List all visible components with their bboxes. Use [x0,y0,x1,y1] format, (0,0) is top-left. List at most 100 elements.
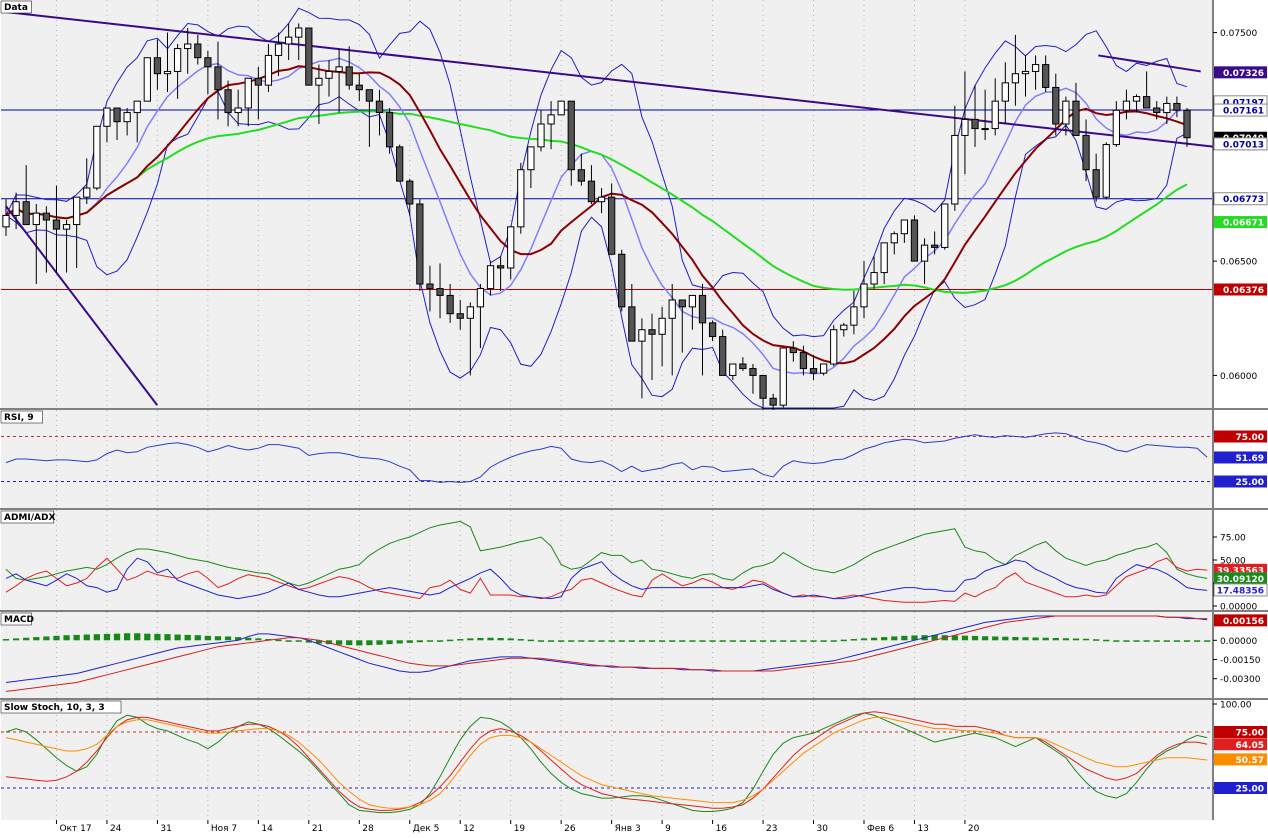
macd-histogram-bar [134,633,141,641]
candle-body [264,54,273,86]
macd-histogram-bar [275,639,282,642]
macd-histogram-bar [830,640,837,642]
macd-histogram-bar [154,633,161,641]
macd-histogram-bar [497,637,504,641]
x-tick-label: Ноя 7 [211,824,237,834]
candle-body [32,212,40,226]
macd-histogram-bar [850,639,858,641]
value-badge-label: 0.06773 [1223,195,1264,205]
candle-body [557,100,565,116]
candle-body [910,219,919,262]
macd-histogram-bar [961,635,969,641]
macd-histogram-bar [184,634,191,641]
macd-histogram-bar [73,634,80,641]
macd-histogram-bar [477,637,484,641]
x-tick-label: 13 [917,824,928,834]
value-badge: 0.07326 [1214,66,1267,79]
trend-channel-line [5,11,1216,148]
macd-histogram-bar [416,640,423,643]
value-badge: 0.00156 [1214,614,1267,627]
macd-histogram-bar [1052,637,1059,641]
value-badge-box [1213,103,1268,117]
candle [173,44,182,99]
candle-body [850,306,858,326]
candle-body [416,203,424,285]
candle-body [799,352,808,370]
macd-histogram-bar [891,636,898,641]
candle [153,39,162,90]
macd-histogram-bar [1173,640,1181,642]
candle-body [143,57,151,102]
panel-title: RSI, 9 [4,413,34,423]
y-tick-label: 50.00 [1220,557,1246,567]
candle-body [1052,86,1060,125]
candle [52,185,61,273]
candle [345,46,353,90]
candle [779,347,787,408]
macd-histogram-bar [759,640,767,642]
macd-histogram-bar [1062,638,1070,641]
candle-body [517,169,525,228]
macd-histogram-bar [356,640,363,646]
x-tick-label: Янв 3 [615,824,641,834]
candle-body [375,100,384,114]
macd-histogram-bar [770,640,777,642]
macd-histogram-bar [285,640,292,642]
macd-histogram-bar [911,635,918,641]
candle [658,306,666,367]
macd-histogram-bar [951,635,958,641]
candle [507,226,515,280]
candle-body [224,89,232,114]
candle [466,302,474,376]
candle-body [658,317,666,335]
value-badge: 51.69 [1214,451,1267,464]
y-tick-label: 75.00 [1220,534,1246,544]
candle [517,162,525,234]
candle [567,100,575,186]
candle-body [507,226,515,269]
value-badge: 64.05 [1214,738,1267,751]
candle [325,60,333,97]
macd-histogram-bar [346,640,353,646]
value-badge: 75.00 [1214,430,1267,443]
macd-histogram-bar [2,639,10,641]
macd-histogram-bar [719,640,726,642]
value-badge-label: 0.00156 [1223,617,1264,627]
macd-histogram-bar [780,640,787,642]
value-badge: 50.57 [1214,753,1267,766]
candle-body [42,212,51,221]
candle-body [1092,169,1100,198]
candle-body [365,89,374,102]
candle-body [486,265,495,290]
candle-body [708,322,717,338]
bollinger-upper-band [5,7,1188,338]
macd-histogram-bar [709,640,716,642]
x-tick-label: 20 [968,824,980,834]
candle-body [12,201,20,216]
candle [123,108,131,136]
candle [406,178,414,216]
macd-histogram-bar [739,640,746,642]
candle [1153,101,1161,120]
panel-background [1,0,1212,408]
value-badge-box [1214,614,1267,627]
candle-body [880,242,888,274]
candle [12,192,20,230]
macd-histogram-bar [23,637,30,641]
moving-average-red [5,65,1188,365]
candle [557,100,565,116]
value-badge-label: 0.06671 [1223,219,1264,229]
x-tick-label: 21 [312,824,323,834]
panel-title: Data [4,3,28,13]
value-badge: 0.07013 [1213,137,1268,151]
candle-body [931,244,939,248]
candle-body [123,112,131,123]
candle [274,32,283,76]
candle-body [1001,82,1009,102]
candle-body [809,368,818,374]
candle [426,265,434,312]
x-tick-label: 31 [160,824,171,834]
candle-body [385,112,394,148]
value-badge-label: 25.00 [1236,785,1264,795]
candle-body [1173,102,1181,111]
